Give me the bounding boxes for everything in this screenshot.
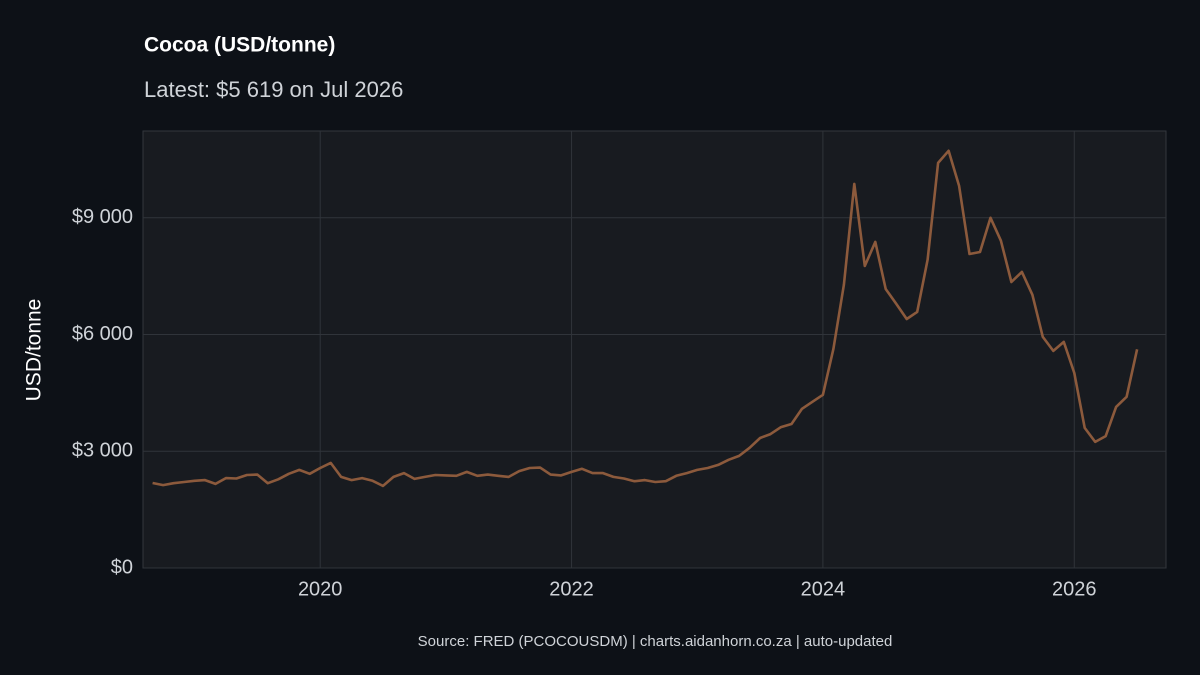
- chart-subtitle: Latest: $5 619 on Jul 2026: [144, 77, 403, 102]
- y-tick-label: $9 000: [72, 206, 133, 228]
- plot-panel: [142, 130, 1167, 569]
- x-tick-label: 2020: [298, 578, 343, 600]
- y-tick-label: $6 000: [72, 323, 133, 345]
- marks: [152, 149, 1139, 488]
- line-series: [152, 149, 1139, 488]
- x-tick-label: 2026: [1052, 578, 1097, 600]
- x-tick-label: 2022: [549, 578, 594, 600]
- caption: Source: FRED (PCOCOUSDM) | charts.aidanh…: [418, 633, 893, 650]
- chart-title: Cocoa (USD/tonne): [144, 34, 335, 57]
- y-tick-label: $0: [111, 556, 133, 578]
- x-tick-label: 2024: [801, 578, 846, 600]
- y-axis-label: USD/tonne: [23, 299, 46, 402]
- y-tick-label: $3 000: [72, 440, 133, 462]
- grid: [143, 131, 1166, 569]
